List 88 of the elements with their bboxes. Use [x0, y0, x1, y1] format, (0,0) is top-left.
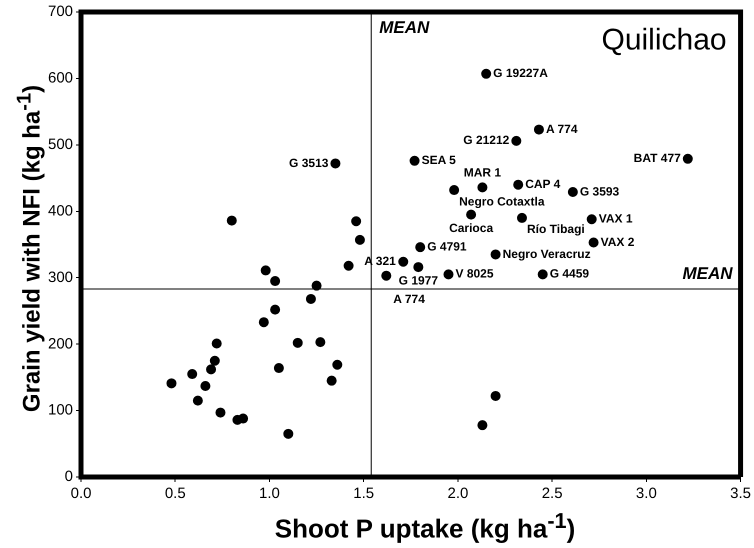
point — [398, 256, 408, 267]
point — [477, 420, 488, 430]
ref-line-label: MEAN — [379, 18, 430, 38]
point — [226, 216, 237, 226]
annotation: G 4791 — [427, 239, 467, 254]
annotation: BAT 477 — [634, 151, 682, 166]
y-tick-label: 200 — [48, 335, 74, 352]
point — [588, 238, 599, 248]
annotation: Río Tibagi — [526, 222, 585, 236]
point — [258, 317, 269, 328]
x-tick-label: 3.5 — [730, 485, 752, 502]
annotation: V 8025 — [455, 266, 494, 281]
point — [212, 338, 222, 348]
y-tick-label: 600 — [48, 70, 74, 87]
point — [449, 185, 460, 196]
annotation: G 3513 — [289, 156, 329, 170]
point — [682, 154, 693, 164]
x-axis-title: Shoot P uptake (kg ha$^{-1}$) — [274, 508, 576, 545]
annotation: MAR 1 — [464, 166, 502, 180]
point — [306, 294, 316, 304]
point — [315, 337, 326, 348]
annotation: A 774 — [546, 122, 578, 136]
point — [443, 269, 454, 280]
point — [534, 124, 544, 135]
point — [270, 276, 280, 286]
x-tick-label: 1.5 — [353, 485, 374, 502]
annotation: VAX 2 — [600, 234, 635, 249]
y-tick-label: 100 — [48, 402, 74, 419]
point — [312, 280, 322, 291]
point — [344, 260, 354, 271]
point — [270, 304, 280, 315]
y-tick-label: 300 — [48, 268, 74, 286]
x-tick-label: 0.0 — [70, 485, 92, 502]
point — [413, 262, 424, 272]
point — [513, 180, 524, 190]
point — [238, 414, 248, 424]
x-tick-label: 2.5 — [542, 485, 563, 502]
point — [490, 390, 501, 401]
point — [326, 376, 337, 386]
point — [192, 396, 203, 406]
annotation: G 1977 — [398, 273, 438, 288]
annotation: G 4459 — [550, 266, 590, 281]
point — [511, 136, 522, 146]
annotation: Negro Cotaxtla — [459, 194, 545, 208]
annotation: G 19227A — [493, 66, 548, 80]
point — [415, 242, 426, 252]
point — [210, 356, 220, 366]
point — [586, 214, 597, 224]
point — [283, 428, 294, 439]
x-tick-label: 3.0 — [636, 485, 657, 502]
y-tick-label: 500 — [48, 136, 74, 153]
x-tick-label: 2.0 — [447, 485, 468, 502]
y-tick-label: 400 — [48, 202, 74, 220]
point — [516, 212, 527, 223]
y-tick-label: 700 — [48, 3, 74, 20]
annotation: A 774 — [393, 292, 426, 306]
annotation: CAP 4 — [525, 177, 561, 192]
point — [381, 270, 392, 281]
point — [292, 338, 303, 348]
annotation: SEA 5 — [422, 153, 456, 168]
chart-title: Quilichao — [601, 23, 727, 56]
annotation: G 21212 — [463, 133, 510, 148]
point — [410, 156, 420, 166]
point — [215, 408, 226, 418]
annotation: VAX 1 — [598, 212, 633, 226]
y-tick-label: 0 — [64, 468, 74, 486]
annotation: Negro Veracruz — [502, 246, 591, 261]
point — [330, 158, 340, 168]
point — [481, 68, 492, 79]
point — [351, 216, 362, 226]
point — [206, 364, 216, 374]
point — [477, 182, 488, 192]
x-tick-label: 1.0 — [259, 485, 280, 502]
annotation: Carioca — [449, 220, 494, 235]
point — [274, 363, 284, 374]
point — [466, 210, 476, 220]
point — [200, 380, 210, 391]
annotation: G 3593 — [580, 184, 620, 198]
point — [568, 187, 578, 198]
point — [332, 360, 342, 370]
x-tick-label: 0.5 — [164, 485, 186, 502]
point — [187, 369, 198, 380]
point — [490, 249, 501, 260]
point — [260, 265, 271, 276]
point — [354, 234, 365, 245]
point — [166, 378, 176, 388]
point — [538, 269, 548, 280]
ref-line-label: MEAN — [682, 264, 734, 284]
